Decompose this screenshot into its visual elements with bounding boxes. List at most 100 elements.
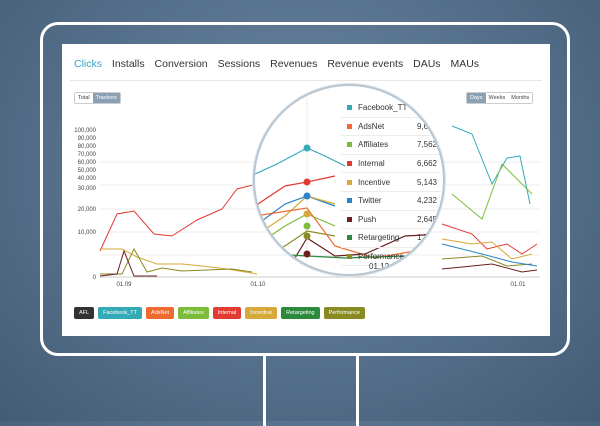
trackers-toggle-button[interactable]: Trackers [92, 93, 120, 103]
magnified-series-line [255, 195, 336, 227]
tooltip-series-name: Incentive [358, 177, 391, 187]
tooltip-series-name: Retargeting [358, 233, 400, 243]
tooltip-series-value: 9,625 [416, 121, 437, 131]
tooltip-row: Internal 6,662 [341, 155, 441, 174]
monitor-stand-right [356, 356, 359, 426]
series-line [441, 223, 538, 255]
magnifier-lens: 11.11 Facebook_TT 29,991 AdsNet 9,625 Affili… [253, 84, 445, 276]
magnified-series-line [264, 233, 443, 259]
tooltip-series-value: 7,562 [416, 140, 437, 150]
tab-clicks[interactable]: Clicks [74, 58, 102, 70]
series-line [100, 248, 258, 275]
legend-chip-afl[interactable]: AFL [74, 307, 95, 319]
tooltip-series-value: 1,733 [416, 233, 437, 243]
tooltip-series-name: AdsNet [358, 121, 385, 131]
magnified-series-line [255, 175, 336, 207]
tab-sessions[interactable]: Sessions [217, 58, 261, 70]
series-swatch-icon [347, 198, 352, 204]
dashboard-screen: Clicks Installs Conversion Sessions Reve… [62, 44, 550, 336]
tabs-divider [70, 80, 542, 81]
legend-chip-performance[interactable]: Performance [323, 307, 366, 319]
tooltip-series-value: 2,645 [416, 214, 437, 224]
series-line [451, 163, 533, 220]
magnified-series-line [255, 230, 336, 262]
metric-tabs: Clicks Installs Conversion Sessions Reve… [74, 58, 486, 70]
data-point-marker [303, 250, 311, 258]
y-tick-label: 60,000 [78, 160, 97, 166]
tooltip-row: Twitter 4,232 [341, 192, 441, 211]
months-toggle-button[interactable]: Months [511, 95, 530, 101]
series-swatch-icon [347, 161, 352, 167]
y-tick-label: 0 [93, 275, 97, 281]
tooltip-row: Facebook_TT 29,991 [341, 99, 441, 118]
tooltip-series-name: Internal [358, 159, 385, 169]
data-point-marker [303, 232, 311, 240]
series-swatch-icon [347, 235, 352, 241]
tooltip-series-name: Affiliates [358, 140, 389, 150]
y-tick-label: 10,000 [78, 230, 97, 236]
y-axis: 100,000 90,000 80,000 70,000 60,000 50,000 40,… [74, 128, 96, 281]
x-tick-label: 01.01 [510, 282, 526, 288]
y-tick-label: 50,000 [78, 168, 97, 174]
legend-chip-internal[interactable]: Internal [212, 307, 242, 319]
y-tick-label: 90,000 [78, 136, 97, 142]
data-point-marker [303, 210, 311, 218]
series-line [441, 263, 538, 273]
series-line [441, 238, 533, 260]
tooltip-row: AdsNet 9,625 [341, 118, 441, 137]
y-tick-label: 20,000 [78, 207, 97, 213]
tooltip-series-value: 5,143 [416, 177, 437, 187]
tooltip-series-name: Push [358, 214, 377, 224]
tab-maus[interactable]: MAUs [450, 58, 480, 70]
monitor-frame [40, 22, 570, 356]
magnified-series-line [255, 195, 336, 237]
data-point-marker [303, 192, 311, 200]
tab-daus[interactable]: DAUs [413, 58, 441, 70]
tab-revenue-events[interactable]: Revenue events [327, 58, 404, 70]
series-line [99, 171, 268, 252]
days-toggle-button[interactable]: Days [467, 93, 486, 103]
series-line [441, 243, 538, 267]
series-line [99, 249, 157, 277]
tooltip-series-name: Facebook_TT [358, 103, 408, 113]
series-swatch-icon [347, 105, 352, 111]
y-tick-label: 40,000 [78, 176, 97, 182]
tooltip-series-value: 1,268 [416, 252, 437, 262]
tab-revenues[interactable]: Revenues [270, 58, 318, 70]
legend-chip-adsnet[interactable]: AdsNet [146, 307, 175, 319]
data-point-marker [303, 144, 311, 152]
tooltip-date: 11.11 [382, 88, 400, 95]
series-swatch-icon [347, 142, 352, 148]
series-swatch-icon [347, 254, 352, 260]
view-toggle: Total Trackers [74, 92, 121, 104]
legend-chip-incentive[interactable]: Incentive [245, 307, 278, 319]
data-point-marker [303, 178, 311, 186]
series-swatch-icon [347, 179, 352, 185]
tooltip-series-name: Twitter [358, 196, 382, 206]
tooltip-row: Performance 1,268 [341, 248, 441, 267]
total-toggle-button[interactable]: Total [78, 95, 90, 101]
legend-chip-retargeting[interactable]: Retargeting [281, 307, 320, 319]
tooltip-series-value: 4,232 [416, 196, 437, 206]
magnified-series-line [274, 250, 443, 259]
monitor-stand-left [263, 356, 266, 426]
tab-conversion[interactable]: Conversion [154, 58, 208, 70]
tooltip-series-value: 29,991 [412, 103, 437, 113]
tooltip-row: Retargeting 1,733 [341, 229, 441, 248]
tooltip-series-value: 6,662 [416, 159, 437, 169]
tooltip-row: Push 2,645 [341, 211, 441, 230]
legend-chip-facebook-tt[interactable]: Facebook_TT [98, 307, 143, 319]
magnified-series-line [255, 147, 346, 175]
weeks-toggle-button[interactable]: Weeks [488, 95, 506, 101]
series-swatch-icon [347, 216, 352, 222]
series-line [100, 247, 253, 275]
chart-lines [99, 125, 538, 277]
legend-chip-affiliates[interactable]: Affiliates [178, 307, 209, 319]
period-toggle: Days Weeks Months [466, 92, 534, 104]
y-tick-label: 100,000 [74, 128, 96, 134]
magnified-date-label: 01.12 [369, 262, 390, 271]
x-tick-label: 01.10 [250, 282, 266, 288]
tab-installs[interactable]: Installs [111, 58, 145, 70]
x-axis: 01.09 01.10 01.01 [100, 276, 540, 288]
tooltip-series-name: Performance [358, 252, 404, 262]
